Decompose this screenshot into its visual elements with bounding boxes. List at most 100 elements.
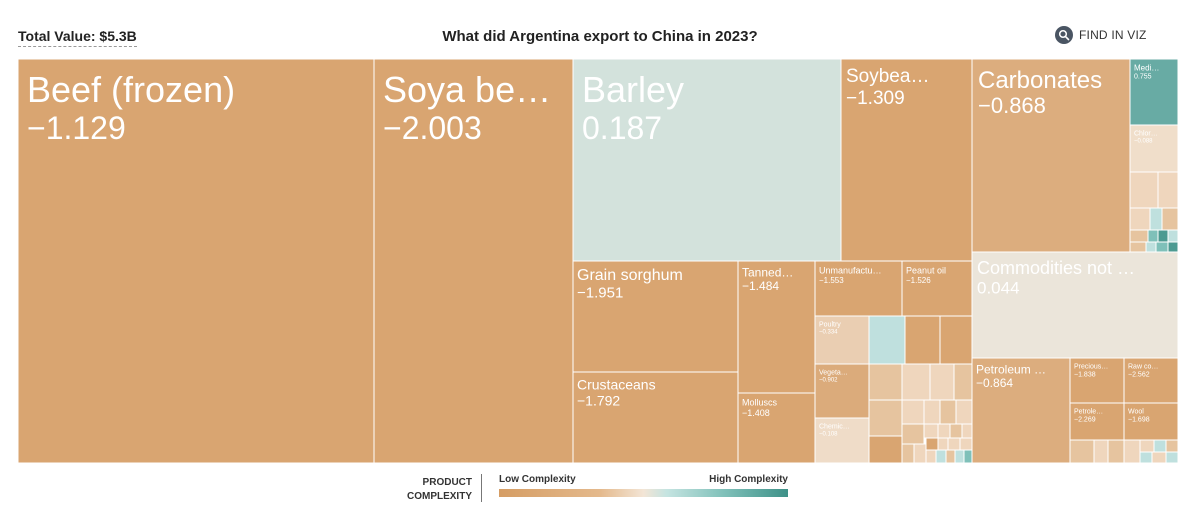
treemap-tile-small[interactable] [1167,229,1179,243]
tile-value-label: −2.269 [1074,417,1096,424]
treemap-tile-small[interactable] [1129,229,1149,243]
treemap-tile[interactable] [971,357,1071,464]
treemap-tile-small[interactable] [937,437,949,451]
treemap-tile[interactable] [1069,357,1125,404]
treemap-tile-small[interactable] [1129,171,1159,209]
legend-low-label: Low Complexity [499,474,576,485]
treemap-tile-small[interactable] [925,449,937,464]
treemap-tile-small[interactable] [1069,439,1095,464]
treemap-tile-small[interactable] [1161,207,1179,231]
treemap-tile-small[interactable] [1151,451,1167,464]
tile-label-name: Peanut oil [906,266,946,276]
tile-value-label: −1.838 [1074,372,1096,379]
tile-value-label: −0.108 [819,432,838,438]
tile-value-label: −1.792 [577,392,620,408]
treemap-tile-small[interactable] [1129,207,1151,231]
treemap-tile-small[interactable] [925,437,939,451]
treemap-tile[interactable] [373,58,574,464]
treemap-tile-small[interactable] [1153,439,1167,453]
treemap-tile[interactable] [971,58,1131,253]
legend-gradient-bar [499,489,788,497]
treemap-tile-small[interactable] [1123,439,1141,464]
treemap-tile-small[interactable] [868,363,903,401]
complexity-legend: PRODUCT COMPLEXITY Low Complexity High C… [0,470,1200,526]
total-value[interactable]: Total Value: $5.3B [18,28,137,47]
treemap-tile-small[interactable] [1157,229,1169,243]
tile-label-name: Unmanufactu… [819,266,882,276]
treemap-tile-small[interactable] [959,437,973,451]
treemap-tile-small[interactable] [929,363,955,401]
treemap-tile-small[interactable] [901,423,925,445]
treemap-tile-small[interactable] [901,363,931,401]
treemap-tile-small[interactable] [954,449,965,464]
legend-title-line1: PRODUCT [422,477,472,488]
treemap-tile[interactable] [814,417,870,464]
treemap-tile-small[interactable] [923,423,939,439]
treemap-tile-small[interactable] [1149,207,1163,231]
treemap-tile-small[interactable] [1129,241,1147,253]
treemap-tile-small[interactable] [1139,439,1155,453]
tile-label-name: Chemic… [819,424,850,431]
treemap-tile-small[interactable] [913,443,927,464]
tile-label-name: Raw co… [1128,364,1158,371]
treemap-tile-small[interactable] [961,423,973,439]
tile-value-label: −1.408 [742,408,770,418]
tile-value-label: −1.129 [27,110,126,146]
treemap-tile-small[interactable] [1167,241,1179,253]
tile-label-name: Crustaceans [577,376,656,392]
treemap-tile-small[interactable] [1093,439,1109,464]
treemap-tile-small[interactable] [1155,241,1169,253]
treemap-tile-small[interactable] [868,435,903,464]
treemap-tile-small[interactable] [1139,451,1153,464]
treemap-tile-small[interactable] [1165,451,1179,464]
tile-label-name: Commodities not … [977,258,1135,278]
tile-label-name: Precious… [1074,364,1108,371]
search-icon [1055,26,1073,44]
treemap-tile[interactable] [1129,124,1179,173]
treemap-tile[interactable] [971,251,1179,359]
treemap-tile-small[interactable] [955,399,973,425]
treemap-tile-small[interactable] [1145,241,1157,253]
treemap-tile-small[interactable] [904,315,941,365]
tile-label-name: Petrole… [1074,409,1103,416]
treemap-tile[interactable] [572,371,739,464]
treemap-tile-small[interactable] [953,363,973,401]
treemap-tile-small[interactable] [1147,229,1159,243]
treemap-tile-small[interactable] [935,449,947,464]
treemap-tile[interactable] [17,58,375,464]
tile-value-label: −2.562 [1128,372,1150,379]
legend-title: PRODUCT COMPLEXITY [380,476,472,504]
legend-divider [481,474,482,502]
treemap-tile-small[interactable] [939,399,957,425]
tile-label-name: Barley [582,69,684,110]
treemap-tile-small[interactable] [868,315,906,365]
tile-label-name: Carbonates [978,67,1102,94]
treemap-tile-small[interactable] [937,423,951,439]
tile-value-label: −0.868 [978,93,1046,118]
treemap-tile[interactable] [814,363,870,419]
treemap-tile-small[interactable] [949,423,963,439]
treemap-tile-small[interactable] [945,449,956,464]
find-in-viz-button[interactable]: FIND IN VIZ [1055,26,1147,44]
tile-value-label: −0.088 [1134,139,1153,145]
treemap-tile[interactable] [1123,357,1179,404]
treemap-tile-small[interactable] [901,399,925,425]
treemap-tile-small[interactable] [1107,439,1125,464]
treemap-tile-small[interactable] [963,449,973,464]
treemap-tile[interactable] [814,315,870,365]
treemap-tile[interactable] [737,392,816,464]
treemap-tile[interactable] [1129,58,1179,126]
treemap-tile-small[interactable] [947,437,961,451]
treemap-tile[interactable] [901,260,973,317]
treemap-tile-small[interactable] [1157,171,1179,209]
tile-value-label: −0.334 [819,330,838,336]
treemap-tile-small[interactable] [868,399,903,437]
tile-value-label: −1.309 [846,88,905,109]
treemap-tile-small[interactable] [939,315,973,365]
treemap-tile-small[interactable] [1165,439,1179,453]
tile-value-label: −1.526 [906,276,931,285]
treemap-tile-small[interactable] [901,443,915,464]
treemap-tile-small[interactable] [923,399,941,425]
treemap-tile[interactable] [814,260,903,317]
legend-high-label: High Complexity [709,474,788,485]
